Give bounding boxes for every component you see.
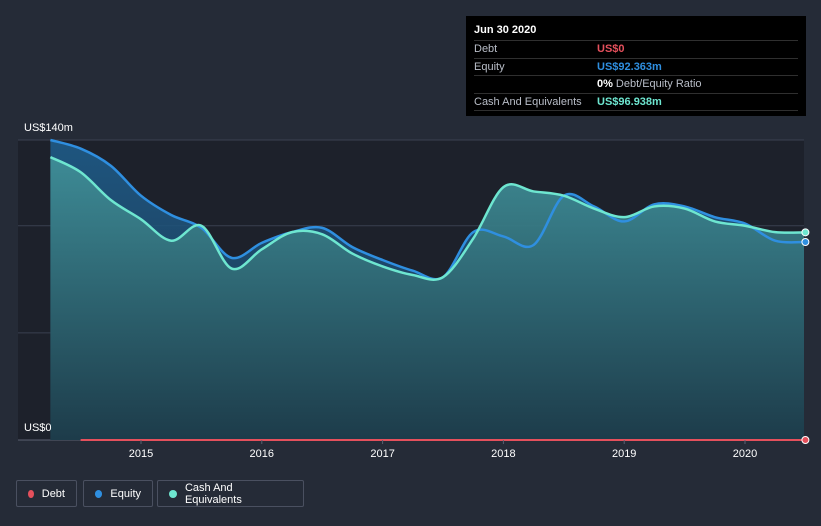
legend-cash-label: Cash And Equivalents	[184, 481, 242, 506]
cash-and-equivalents-end-marker	[801, 228, 810, 237]
legend-cash-dot	[169, 489, 177, 498]
legend-equity[interactable]: Equity	[83, 480, 153, 507]
tooltip-row-ratio: 0% Debt/Equity Ratio	[474, 75, 798, 93]
x-tick-label: 2015	[129, 448, 153, 460]
x-tick-label: 2019	[612, 448, 636, 460]
x-tick-label: 2020	[733, 448, 757, 460]
tooltip-cash-value: US$96.938m	[597, 95, 662, 108]
legend-cash[interactable]: Cash And Equivalents	[157, 480, 304, 507]
tooltip-date: Jun 30 2020	[474, 24, 537, 36]
tooltip-ratio-label: Debt/Equity Ratio	[615, 78, 702, 91]
equity-end-marker	[801, 238, 810, 246]
legend-debt-label: Debt	[41, 487, 65, 500]
y-tick-top: US$140m	[24, 122, 73, 134]
tooltip-cash-label: Cash And Equivalents	[474, 95, 582, 108]
tooltip-equity-value: US$92.363m	[597, 60, 662, 73]
x-tick-label: 2017	[370, 448, 394, 460]
x-tick-label: 2018	[491, 448, 515, 460]
tooltip-row-equity: Equity US$92.363m	[474, 57, 798, 76]
legend-debt[interactable]: Debt	[16, 480, 77, 507]
x-tick-label: 2016	[250, 448, 274, 460]
cash-area	[50, 157, 804, 440]
cash-and-equivalents-line	[49, 156, 806, 281]
debt-end-marker	[801, 436, 810, 444]
tooltip-equity-label: Equity	[474, 60, 505, 73]
y-tick-zero: US$0	[24, 422, 52, 434]
equity-line	[50, 138, 806, 281]
legend-equity-dot	[95, 489, 103, 498]
tooltip-row-cash: Cash And Equivalents US$96.938m	[474, 92, 798, 111]
tooltip-panel: Jun 30 2020 Debt US$0 Equity US$92.363m …	[466, 16, 806, 116]
legend-debt-dot	[28, 489, 34, 498]
tooltip-ratio-value: 0%	[597, 78, 613, 91]
tooltip-debt-value: US$0	[597, 43, 625, 56]
tooltip-row-debt: Debt US$0	[474, 40, 798, 58]
legend-equity-label: Equity	[110, 487, 141, 500]
tooltip-debt-label: Debt	[474, 43, 498, 56]
